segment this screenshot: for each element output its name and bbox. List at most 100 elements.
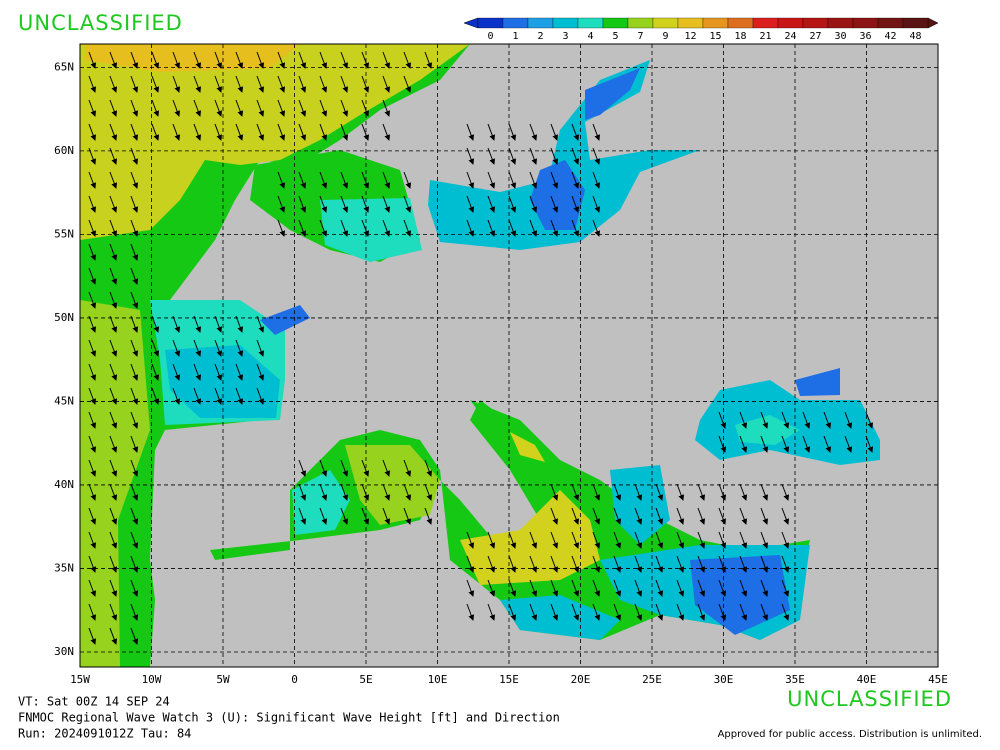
wave-arrow	[109, 219, 118, 237]
wave-arrow	[781, 579, 790, 597]
wave-arrow	[718, 579, 727, 597]
wave-arrow	[592, 603, 601, 621]
wave-arrow	[697, 555, 706, 573]
sea-baltic	[428, 60, 700, 250]
wave-arrow	[109, 315, 118, 333]
wave-arrow	[88, 627, 97, 645]
colorbar-swatch	[752, 17, 779, 29]
wave-arrow	[487, 219, 496, 237]
sea-baltic-low	[530, 160, 585, 230]
wave-arrow	[487, 171, 496, 189]
wave-arrow	[214, 99, 223, 117]
wave-arrow	[109, 363, 118, 381]
wave-arrow	[361, 171, 370, 189]
wave-arrow	[109, 579, 118, 597]
lon-label: 40E	[857, 673, 877, 686]
wave-arrow	[403, 51, 412, 69]
wave-arrow	[235, 99, 244, 117]
lon-label: 30E	[714, 673, 734, 686]
wave-arrow	[550, 555, 559, 573]
wave-arrow	[781, 555, 790, 573]
wave-arrow	[592, 195, 601, 213]
wave-arrow	[130, 555, 139, 573]
wave-arrow	[340, 483, 349, 501]
graticule	[80, 44, 938, 667]
wave-arrow	[214, 51, 223, 69]
wave-arrow	[172, 51, 181, 69]
wave-arrow	[319, 123, 328, 141]
wave-arrow	[403, 507, 412, 525]
lon-label: 20E	[571, 673, 591, 686]
wave-arrow	[718, 531, 727, 549]
wave-arrow	[88, 531, 97, 549]
wave-arrow	[403, 171, 412, 189]
wave-arrow	[130, 267, 139, 285]
lon-label: 35E	[785, 673, 805, 686]
wave-arrow	[823, 411, 832, 429]
wave-arrow	[760, 603, 769, 621]
wave-arrow	[613, 507, 622, 525]
sea-bothnia-low	[585, 68, 640, 120]
wave-arrow	[382, 171, 391, 189]
wave-arrow	[655, 603, 664, 621]
wave-arrow	[697, 603, 706, 621]
wave-arrow	[529, 531, 538, 549]
wave-arrow	[487, 195, 496, 213]
wave-arrow	[277, 99, 286, 117]
wave-arrow	[739, 603, 748, 621]
wave-arrow	[592, 123, 601, 141]
wave-arrow	[760, 531, 769, 549]
colorbar-right-arrow	[927, 17, 939, 29]
colorbar-swatch	[852, 17, 879, 29]
wave-arrow	[193, 99, 202, 117]
wave-arrow	[466, 531, 475, 549]
lat-label: 35N	[54, 561, 74, 574]
wave-arrow	[676, 507, 685, 525]
wave-arrow	[760, 579, 769, 597]
wave-arrow	[88, 339, 97, 357]
wave-arrow	[88, 51, 97, 69]
wave-arrow	[88, 315, 97, 333]
wave-arrow	[592, 579, 601, 597]
wave-arrow	[613, 603, 622, 621]
lon-label: 15W	[70, 673, 90, 686]
wave-arrow	[172, 99, 181, 117]
colorbar-label: 7	[637, 31, 643, 42]
wave-arrow	[361, 483, 370, 501]
wave-arrow	[277, 219, 286, 237]
lon-label: 10E	[428, 673, 448, 686]
wave-arrow	[781, 483, 790, 501]
wave-arrow	[760, 555, 769, 573]
wave-arrow	[214, 363, 223, 381]
wave-arrow	[151, 339, 160, 357]
wave-arrow	[109, 243, 118, 261]
wave-arrow	[718, 507, 727, 525]
wave-arrow	[865, 435, 874, 453]
wave-arrow	[466, 123, 475, 141]
colorbar-label: 0	[487, 31, 493, 42]
wave-arrow	[319, 459, 328, 477]
colorbar-swatch	[577, 17, 604, 29]
wave-arrow	[676, 579, 685, 597]
lat-label: 50N	[54, 311, 74, 324]
wave-arrow	[634, 603, 643, 621]
wave-arrow	[88, 555, 97, 573]
wave-arrow	[88, 603, 97, 621]
wave-arrow	[781, 435, 790, 453]
wave-arrow	[214, 315, 223, 333]
wave-arrow	[823, 435, 832, 453]
colorbar-left-arrow	[463, 17, 479, 29]
wave-arrow	[214, 75, 223, 93]
wave-arrow	[676, 555, 685, 573]
wave-arrow	[382, 75, 391, 93]
wave-arrow	[193, 363, 202, 381]
sea-atlantic-high	[80, 44, 470, 240]
wave-arrow	[277, 123, 286, 141]
wave-arrow	[109, 627, 118, 645]
wave-arrow	[508, 123, 517, 141]
axis-labels: 15W 10W 5W 0 5E 10E 15E 20E 25E 30E 35E 40E 45E 30N 35…	[54, 60, 948, 686]
wave-arrow	[613, 531, 622, 549]
wave-arrow	[256, 99, 265, 117]
wave-arrow	[361, 99, 370, 117]
